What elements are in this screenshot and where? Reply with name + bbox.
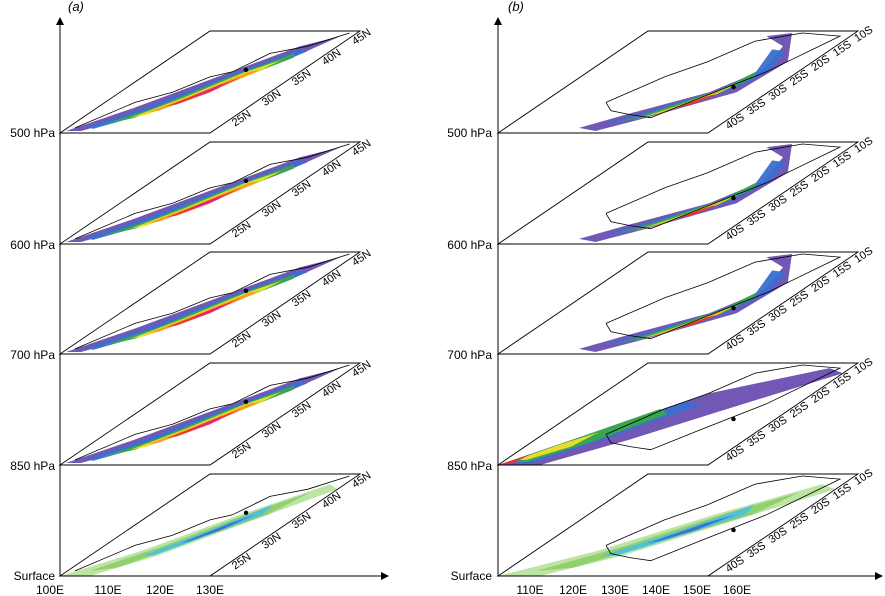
coastline — [74, 253, 350, 350]
coastline — [74, 475, 350, 572]
y-tick-label: 10S — [852, 245, 875, 266]
coastline — [605, 475, 842, 562]
storm-center-marker — [243, 67, 249, 73]
map-layer-frame — [58, 251, 362, 355]
y-tick-label: 45N — [350, 26, 373, 47]
contour-region — [180, 514, 255, 544]
contour-region — [579, 144, 792, 242]
contour-region — [579, 33, 792, 131]
contour-region — [516, 432, 599, 460]
contour-region — [596, 270, 786, 347]
contour-region — [190, 84, 222, 98]
panel-a-level-label-850: 850 hPa — [10, 459, 55, 473]
storm-center-marker — [731, 84, 736, 90]
y-tick-label: 45N — [350, 137, 373, 158]
y-tick-label: 45N — [350, 358, 373, 379]
panel-a-level-label-surface: Surface — [14, 569, 56, 583]
map-layer-frame — [496, 251, 860, 355]
coastline — [605, 364, 842, 451]
panel-b-level-label-600: 600 hPa — [447, 238, 492, 252]
panel-a-x-tick: 100E — [36, 583, 64, 596]
contour-region — [190, 195, 222, 209]
storm-center-marker — [731, 305, 736, 311]
contour-region — [498, 454, 530, 465]
storm-center-marker — [731, 416, 736, 422]
contour-region — [596, 49, 786, 126]
coastline — [74, 32, 350, 129]
panel-a-level-label-700: 700 hPa — [10, 348, 55, 362]
panel-b-level-label-850: 850 hPa — [447, 459, 492, 473]
contour-region — [596, 160, 786, 237]
contour-region — [190, 305, 222, 319]
contour-region — [646, 514, 735, 544]
map-layer-frame — [58, 30, 362, 134]
y-tick-label: 10S — [852, 24, 875, 45]
panel-a-level-label-500: 500 hPa — [10, 126, 55, 140]
map-layer-frame — [496, 141, 860, 245]
contour-region — [579, 254, 792, 352]
panel-a-x-tick: 120E — [146, 583, 174, 596]
coastline — [605, 143, 842, 230]
coastline — [74, 364, 350, 461]
y-tick-label: 45N — [350, 247, 373, 268]
panel-a-x-tick: 110E — [94, 583, 121, 596]
panel-b-x-tick: 110E — [516, 583, 543, 596]
panel-b-level-label-700: 700 hPa — [447, 348, 492, 362]
map-layer-frame — [58, 473, 362, 577]
panel-a-level-label-600: 600 hPa — [10, 238, 55, 252]
panel-b-x-tick: 140E — [642, 583, 670, 596]
map-layer-frame — [496, 30, 860, 134]
map-layer-frame — [496, 473, 860, 577]
panel-b-tag: (b) — [508, 0, 524, 14]
y-tick-label: 10S — [852, 135, 875, 156]
panel-a-tag: (a) — [68, 0, 84, 14]
map-layer-frame — [58, 141, 362, 245]
panel-b-x-tick: 120E — [559, 583, 587, 596]
y-tick-label: 45N — [350, 469, 373, 490]
panel-b-x-tick: 160E — [723, 583, 751, 596]
panel-b-level-label-surface: Surface — [451, 569, 493, 583]
storm-center-marker — [243, 178, 249, 183]
map-layer-frame — [496, 362, 860, 466]
panel-b-level-label-500: 500 hPa — [447, 126, 492, 140]
map-layer-fill — [60, 474, 360, 576]
storm-center-marker — [731, 195, 736, 201]
storm-center-marker — [243, 399, 249, 404]
y-tick-label: 10S — [852, 356, 875, 377]
panel-b-x-tick: 150E — [683, 583, 711, 596]
coastline — [605, 32, 842, 119]
panel-b-x-tick: 130E — [601, 583, 629, 596]
map-layer-frame — [58, 362, 362, 466]
storm-center-marker — [243, 288, 249, 293]
storm-center-marker — [243, 510, 249, 515]
contour-region — [190, 416, 222, 430]
coastline — [74, 143, 350, 240]
panel-a-x-tick: 130E — [196, 583, 224, 596]
storm-center-marker — [731, 527, 736, 533]
y-tick-label: 10S — [852, 467, 875, 488]
coastline — [605, 253, 842, 340]
